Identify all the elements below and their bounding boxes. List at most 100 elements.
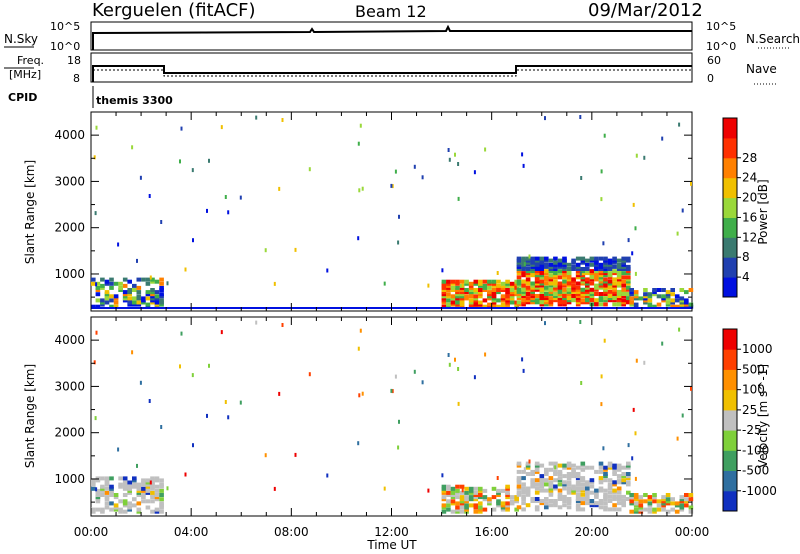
scatter-cell — [571, 467, 576, 472]
scatter-cell — [478, 495, 483, 500]
scatter-cell — [141, 486, 146, 491]
scatter-cell — [122, 277, 128, 282]
scatter-cell — [132, 302, 137, 307]
scatter-cell — [548, 296, 554, 301]
scatter-cell — [521, 476, 526, 481]
scatter-cell — [594, 256, 599, 261]
scatter-cell — [464, 486, 469, 491]
scatter-cell — [652, 507, 657, 512]
scatter-cell — [539, 298, 545, 303]
scatter-cell — [459, 490, 465, 495]
scatter-cell — [585, 494, 590, 499]
scatter-cell — [674, 501, 680, 506]
isolated-point — [239, 400, 242, 405]
scatter-cell — [159, 288, 164, 292]
scatter-cell — [505, 302, 510, 307]
scatter-cell — [616, 296, 622, 301]
scatter-cell — [571, 279, 576, 284]
scatter-cell — [141, 296, 146, 301]
scatter-cell — [491, 507, 497, 512]
colorbar-frame — [722, 117, 738, 298]
scatter-cell — [643, 300, 648, 305]
scatter-cell — [665, 302, 671, 307]
scatter-cell — [670, 300, 675, 305]
scatter-cell — [478, 292, 483, 297]
isolated-point — [634, 476, 637, 481]
scatter-cell — [521, 267, 526, 271]
scatter-cell — [575, 472, 581, 476]
scatter-cell — [441, 304, 447, 309]
isolated-point — [413, 369, 416, 374]
colorbar-tick-label: 28 — [742, 151, 757, 165]
scatter-cell — [122, 509, 128, 514]
scatter-cell — [603, 292, 608, 296]
scatter-cell — [598, 275, 604, 280]
scatter-cell — [525, 492, 531, 497]
scatter-cell — [566, 461, 572, 466]
scatter-cell — [496, 279, 501, 284]
scatter-cell — [464, 288, 469, 292]
scatter-cell — [441, 292, 447, 297]
scatter-cell — [621, 499, 626, 503]
scatter-cell — [104, 300, 110, 305]
scatter-cell — [100, 302, 105, 307]
scatter-cell — [616, 277, 622, 282]
scatter-cell — [455, 304, 460, 309]
isolated-point — [239, 195, 242, 200]
isolated-point — [148, 194, 151, 198]
scatter-cell — [562, 298, 567, 303]
colorbar-segment — [723, 470, 737, 492]
scatter-cell — [598, 292, 604, 296]
scatter-cell — [607, 285, 613, 290]
scatter-cell — [500, 281, 506, 286]
isolated-point — [441, 473, 444, 478]
time-axis-label: Time UT — [366, 538, 417, 552]
scatter-cell — [670, 288, 675, 292]
scatter-cell — [464, 294, 469, 299]
scatter-cell — [516, 505, 522, 510]
scatter-cell — [544, 478, 549, 483]
scatter-cell — [113, 505, 119, 510]
scatter-cell — [534, 283, 540, 288]
scatter-cell — [127, 292, 132, 297]
isolated-point — [308, 167, 311, 172]
scatter-cell — [598, 273, 604, 278]
isolated-point — [359, 328, 362, 333]
scatter-cell — [145, 302, 151, 307]
isolated-point — [413, 164, 416, 169]
scatter-cell — [539, 484, 545, 489]
isolated-point — [457, 367, 460, 371]
isolated-point — [484, 147, 487, 152]
scatter-cell — [612, 488, 617, 493]
power-colorbar: 4 8 12 16 20 24 28 — [722, 117, 757, 298]
scatter-cell — [530, 469, 535, 474]
scatter-cell — [455, 296, 460, 301]
scatter-cell — [585, 298, 590, 303]
scatter-cell — [575, 302, 581, 307]
scatter-cell — [514, 499, 519, 504]
scatter-cell — [647, 509, 653, 514]
isolated-point — [427, 283, 430, 288]
scatter-cell — [500, 294, 506, 299]
scatter-cell — [113, 507, 119, 512]
scatter-cell — [482, 283, 488, 288]
scatter-cell — [150, 509, 155, 514]
scatter-cell — [450, 300, 456, 305]
scatter-cell — [132, 283, 137, 288]
isolated-point — [421, 380, 424, 385]
colorbar-segment — [723, 217, 737, 238]
scatter-cell — [530, 269, 535, 274]
scatter-cell — [553, 292, 558, 296]
scatter-cell — [612, 469, 617, 474]
scatter-cell — [562, 302, 567, 307]
isolated-point — [383, 281, 386, 286]
scatter-cell — [500, 501, 506, 506]
scatter-cell — [496, 501, 501, 506]
isolated-point — [528, 459, 531, 464]
scatter-cell — [607, 283, 613, 288]
scatter-cell — [132, 482, 137, 487]
colorbar-frame — [722, 328, 738, 512]
scatter-cell — [557, 264, 563, 269]
scatter-cell — [562, 474, 567, 479]
scatter-cell — [122, 294, 128, 299]
